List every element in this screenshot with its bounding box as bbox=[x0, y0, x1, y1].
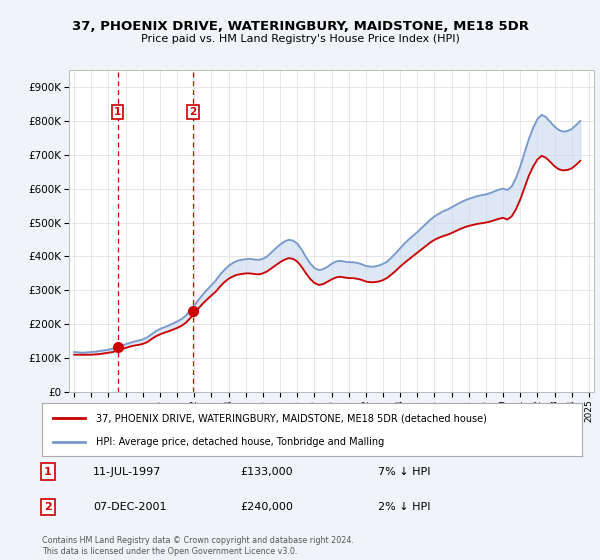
Text: Contains HM Land Registry data © Crown copyright and database right 2024.
This d: Contains HM Land Registry data © Crown c… bbox=[42, 536, 354, 556]
Text: 37, PHOENIX DRIVE, WATERINGBURY, MAIDSTONE, ME18 5DR (detached house): 37, PHOENIX DRIVE, WATERINGBURY, MAIDSTO… bbox=[96, 413, 487, 423]
Text: £240,000: £240,000 bbox=[240, 502, 293, 512]
Text: £133,000: £133,000 bbox=[240, 466, 293, 477]
Text: 2% ↓ HPI: 2% ↓ HPI bbox=[378, 502, 431, 512]
Text: 2: 2 bbox=[44, 502, 52, 512]
Text: 2: 2 bbox=[190, 107, 197, 117]
Text: 7% ↓ HPI: 7% ↓ HPI bbox=[378, 466, 431, 477]
Text: 1: 1 bbox=[44, 466, 52, 477]
Text: Price paid vs. HM Land Registry's House Price Index (HPI): Price paid vs. HM Land Registry's House … bbox=[140, 34, 460, 44]
Text: 07-DEC-2001: 07-DEC-2001 bbox=[93, 502, 167, 512]
Text: HPI: Average price, detached house, Tonbridge and Malling: HPI: Average price, detached house, Tonb… bbox=[96, 436, 384, 446]
Text: 11-JUL-1997: 11-JUL-1997 bbox=[93, 466, 161, 477]
Text: 1: 1 bbox=[114, 107, 121, 117]
Text: 37, PHOENIX DRIVE, WATERINGBURY, MAIDSTONE, ME18 5DR: 37, PHOENIX DRIVE, WATERINGBURY, MAIDSTO… bbox=[71, 20, 529, 32]
